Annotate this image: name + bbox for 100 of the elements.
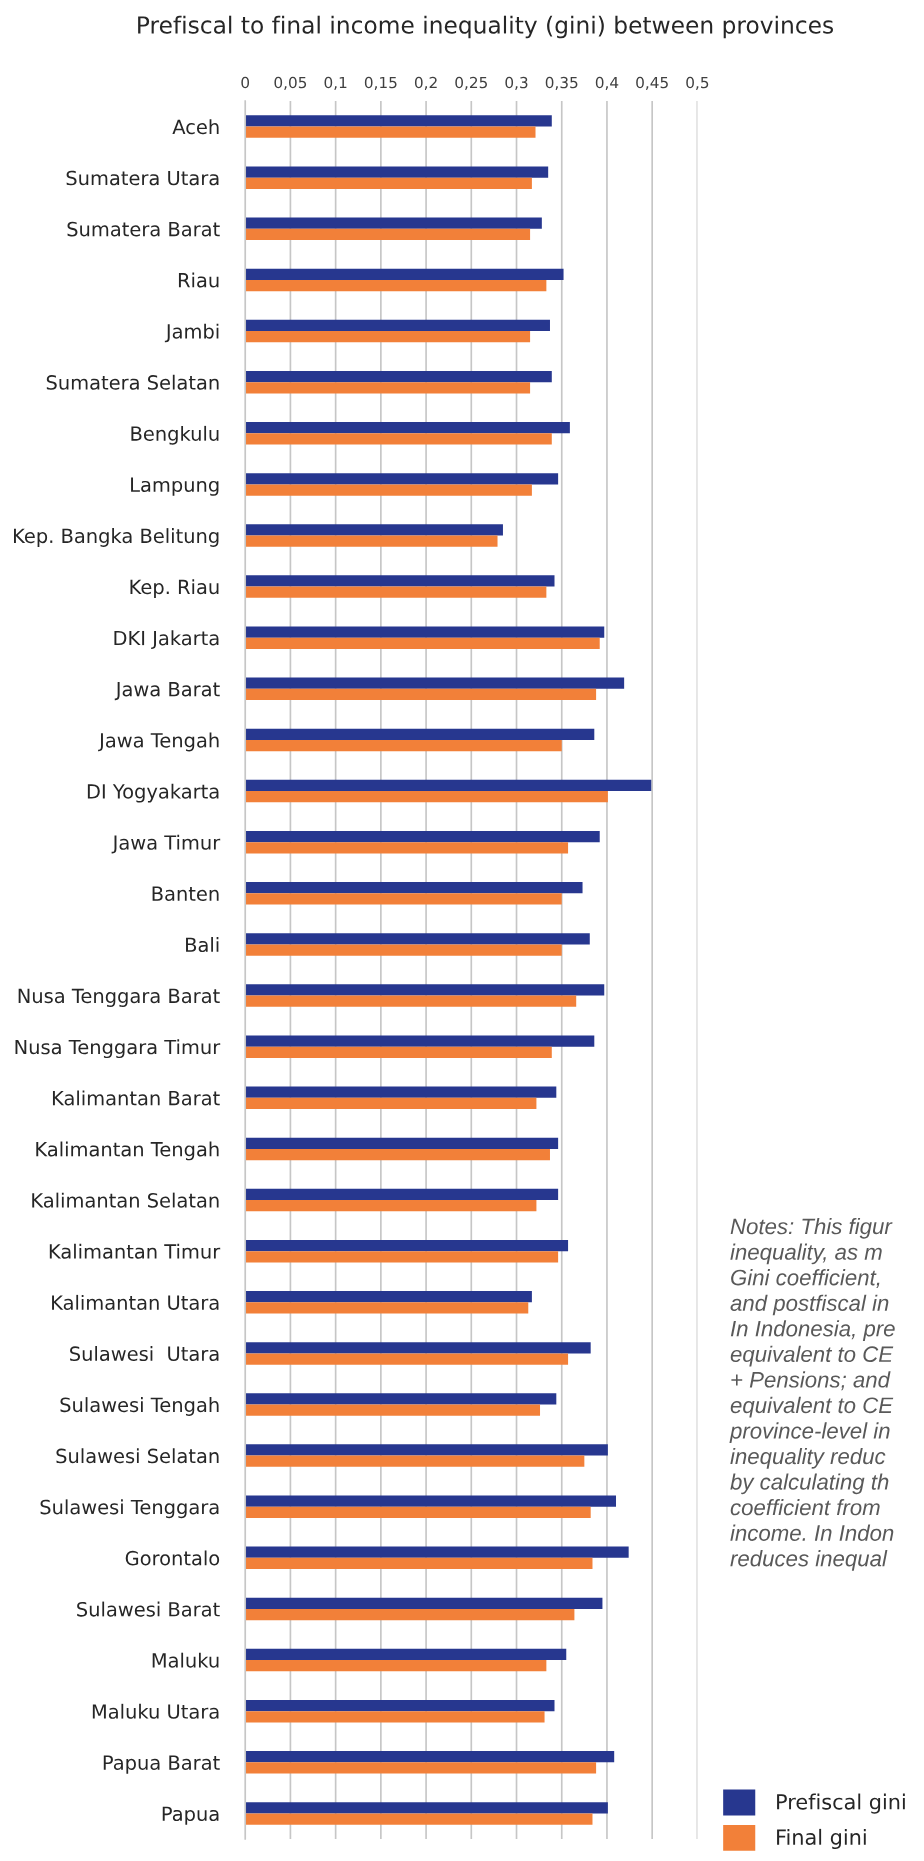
bar — [245, 1148, 550, 1161]
bar — [245, 115, 552, 127]
y-tick-label: Kalimantan Barat — [52, 1090, 220, 1106]
bar — [245, 984, 605, 996]
bar — [245, 524, 503, 536]
y-tick-label: Sulawesi Selatan — [56, 1448, 219, 1464]
bar — [245, 830, 600, 843]
x-tick-label: 0,15 — [364, 76, 397, 90]
bar — [245, 1393, 557, 1405]
bar — [245, 688, 597, 701]
bar — [245, 1699, 555, 1712]
y-tick-label: Aceh — [172, 119, 219, 135]
y-tick-label: Jawa Timur — [111, 834, 221, 854]
y-tick-label: Sumatera Utara — [66, 170, 219, 186]
bar — [245, 1046, 552, 1058]
bar — [245, 1711, 545, 1723]
x-tick-label: 0,2 — [414, 76, 437, 90]
bar — [245, 882, 583, 894]
bar — [245, 1557, 593, 1570]
bar — [245, 484, 532, 496]
bar — [245, 728, 595, 740]
bar — [245, 1035, 595, 1047]
bar — [245, 433, 552, 445]
bar — [245, 1495, 616, 1507]
x-tick-label: 0,5 — [686, 76, 709, 90]
y-tick-label: Kalimantan Tengah — [36, 1141, 219, 1161]
bar — [245, 1097, 537, 1110]
y-tick-label: Riau — [178, 272, 219, 288]
bar — [245, 535, 498, 547]
x-tick-label: 0,45 — [636, 76, 668, 90]
legend-label: Prefiscal gini — [777, 1793, 905, 1814]
x-tick-label: 0 — [241, 76, 250, 89]
text: Notes: This figur inequality, as m Gini coefficient, and postfiscal in In Indonesia, pre equivalent to CE + Pensions; and equivalent to CE province-level in inequality reduc by calculating th coefficient from income. In Indon reduces inequal — [729, 1218, 895, 1571]
bar — [245, 677, 625, 689]
bar — [245, 1506, 591, 1518]
bar — [245, 331, 531, 343]
bar — [245, 1291, 532, 1303]
bar — [245, 473, 559, 485]
bar — [245, 268, 564, 280]
bar — [245, 893, 562, 905]
bar — [245, 1342, 591, 1354]
bar — [245, 382, 531, 394]
y-tick-label: Nusa Tenggara Timur — [15, 1039, 221, 1059]
y-tick-label: DKI Jakarta — [114, 630, 219, 650]
y-tick-label: Kalimantan Selatan — [32, 1192, 219, 1208]
y-tick-label: Sulawesi Tenggara — [40, 1499, 219, 1519]
y-tick-label: Sumatera Barat — [67, 221, 220, 237]
bar — [245, 1751, 615, 1763]
y-tick-label: Maluku — [152, 1652, 219, 1668]
bar — [245, 1200, 537, 1212]
y-tick-label: Sulawesi Tengah — [60, 1397, 219, 1416]
y-tick-label: Kep. Riau — [130, 579, 219, 599]
y-tick-label: Papua — [162, 1806, 219, 1825]
bar — [245, 166, 549, 178]
bar — [245, 1813, 593, 1825]
bar — [245, 1251, 559, 1263]
y-tick-label: Sumatera Selatan — [46, 374, 219, 390]
bar — [245, 779, 652, 792]
bar — [245, 575, 555, 587]
y-tick-label: Jawa Tengah — [98, 732, 219, 752]
y-tick-label: Papua Barat — [103, 1755, 220, 1774]
bar — [245, 126, 536, 138]
bar — [245, 944, 562, 956]
bar — [245, 1608, 575, 1621]
bar — [245, 791, 608, 803]
bar — [245, 422, 570, 434]
bar — [245, 933, 590, 945]
y-tick-label: Sulawesi Barat — [77, 1601, 220, 1617]
x-tick-label: 0,1 — [324, 76, 347, 90]
y-tick-label: Sulawesi Utara — [70, 1345, 219, 1362]
y-tick-label: DI Yogyakarta — [87, 783, 219, 803]
x-tick-label: 0,05 — [274, 76, 307, 90]
y-tick-label: Banten — [152, 886, 219, 901]
y-tick-label: Kalimantan Utara — [52, 1294, 219, 1310]
bar — [245, 1660, 547, 1672]
bar — [245, 1353, 569, 1365]
y-tick-label: Bengkulu — [131, 425, 219, 445]
bar — [245, 1086, 557, 1098]
x-tick-label: 0,25 — [455, 76, 487, 90]
bar — [245, 1762, 597, 1774]
y-tick-label: Nusa Tenggara Barat — [18, 988, 220, 1007]
bar — [245, 217, 542, 229]
bar — [245, 1137, 559, 1149]
chart-title: Prefiscal to final income inequality (gini) between provinces — [138, 15, 834, 39]
y-tick-label: Gorontalo — [125, 1550, 220, 1566]
bar — [245, 1188, 559, 1201]
x-tick-label: 0,4 — [595, 76, 619, 90]
y-tick-label: Maluku Utara — [92, 1703, 219, 1719]
bar — [245, 1302, 529, 1314]
y-tick-label: Kep. Bangka Belitung — [14, 528, 219, 547]
x-tick-label: 0,3 — [505, 76, 528, 90]
bar — [245, 1802, 608, 1814]
bar — [245, 995, 577, 1007]
bar — [245, 637, 600, 649]
bar — [245, 279, 547, 292]
bar — [245, 228, 531, 241]
bar — [245, 1404, 541, 1416]
y-tick-label: Bali — [186, 937, 219, 953]
bar — [245, 586, 547, 598]
y-tick-label: Jawa Barat — [114, 682, 220, 701]
